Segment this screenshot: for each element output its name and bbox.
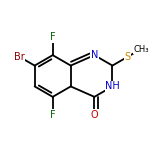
Text: N: N xyxy=(91,50,98,60)
Text: O: O xyxy=(91,110,98,120)
Text: F: F xyxy=(50,110,55,120)
Text: NH: NH xyxy=(105,81,120,91)
Text: F: F xyxy=(50,32,55,42)
Text: CH₃: CH₃ xyxy=(133,45,149,54)
Text: S: S xyxy=(125,52,131,62)
Text: Br: Br xyxy=(14,52,25,62)
